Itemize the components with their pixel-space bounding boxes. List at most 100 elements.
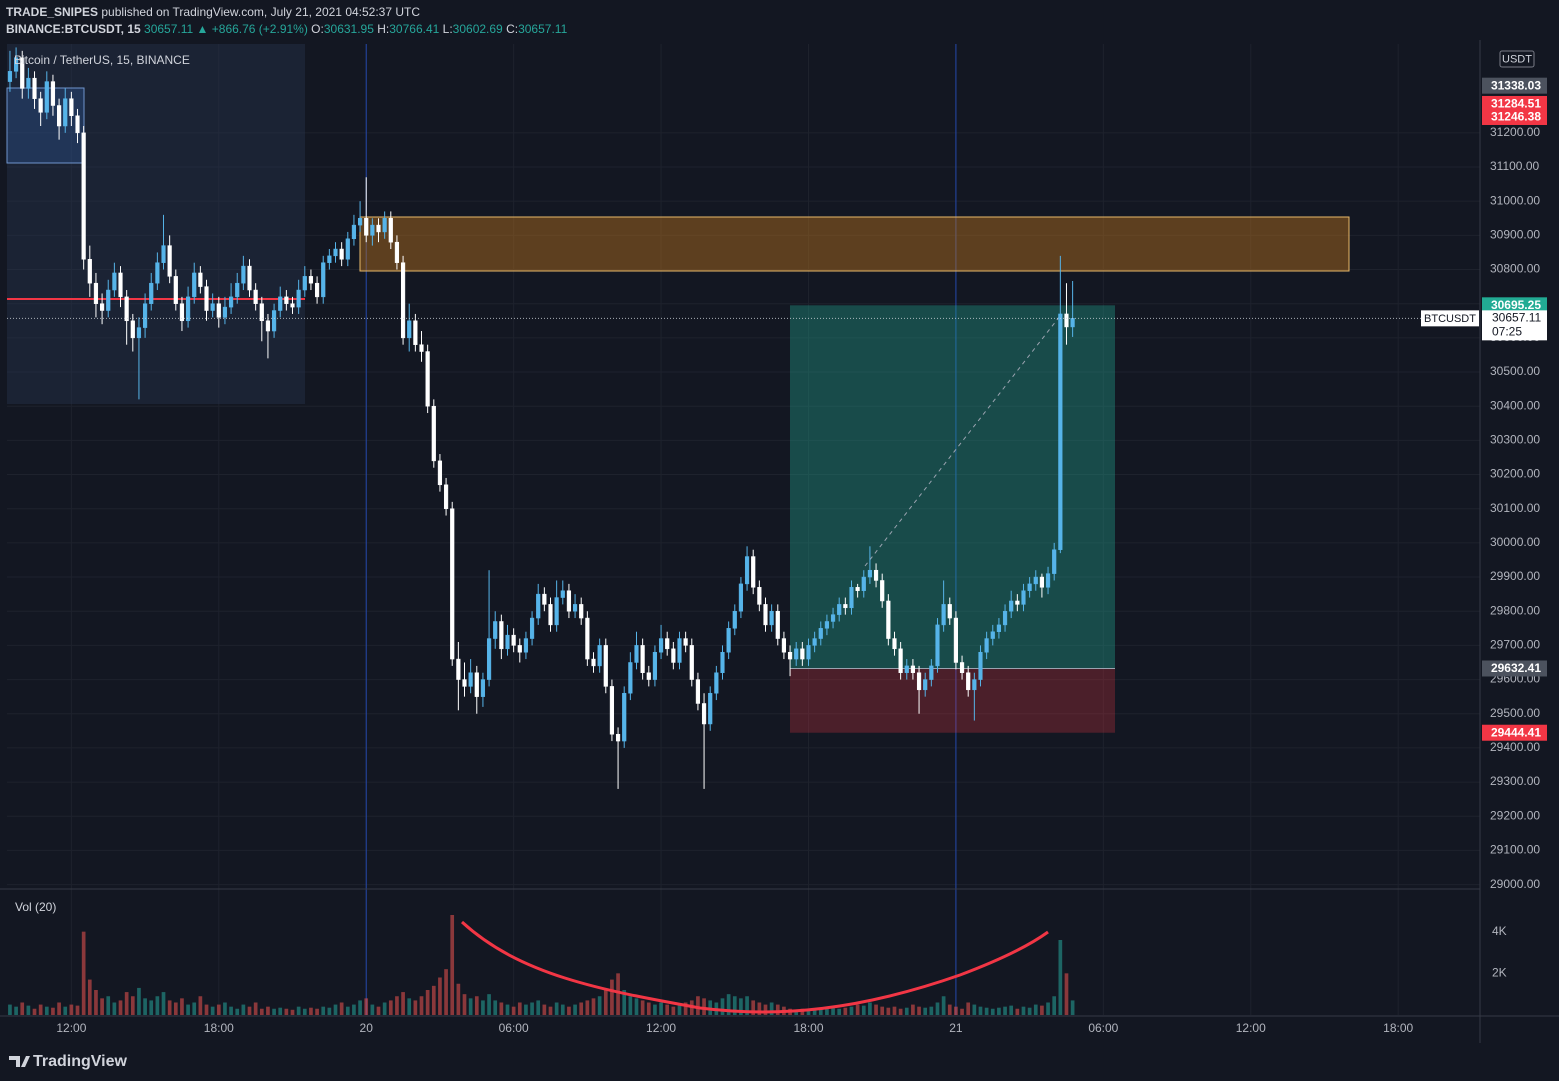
position-stop (790, 668, 1115, 733)
candle-body (886, 600, 891, 639)
candle-body (837, 604, 842, 615)
candle-body (978, 651, 983, 680)
candle-body (499, 621, 504, 650)
y-tick-label: 29900.00 (1490, 569, 1540, 583)
volume-tick-label: 4K (1492, 924, 1507, 938)
candle-body (536, 593, 541, 619)
volume-bar (112, 1002, 117, 1015)
volume-bar (923, 1007, 928, 1015)
volume-bar (671, 1006, 676, 1015)
y-tick-label: 29500.00 (1490, 706, 1540, 720)
y-tick-label: 30200.00 (1490, 467, 1540, 481)
volume (8, 915, 1075, 1015)
volume-bar (960, 1008, 964, 1015)
candle-body (972, 679, 977, 691)
volume-bar (868, 1002, 872, 1015)
price-label: 31284.51 (1491, 97, 1541, 111)
candle-body (456, 658, 461, 680)
candle-body (873, 569, 879, 581)
volume-bar (468, 998, 473, 1015)
candle-body (13, 57, 19, 72)
volume-bar (880, 1006, 885, 1015)
candle-body (941, 604, 946, 626)
candle-body (763, 604, 768, 626)
candle-body (652, 651, 658, 680)
volume-bar (266, 1006, 270, 1015)
volume-bar (413, 1000, 418, 1015)
candles (7, 47, 1075, 789)
candle-body (259, 303, 264, 322)
ticker-box (1421, 310, 1479, 327)
candle-body (179, 303, 185, 322)
volume-bar (597, 996, 602, 1015)
y-tick-label: 29400.00 (1490, 740, 1540, 754)
volume-bar (769, 1002, 774, 1015)
volume-bar (474, 996, 479, 1015)
volume-bar (530, 1002, 534, 1015)
volume-bar (155, 996, 160, 1015)
volume-bar (591, 998, 596, 1015)
volume-bar (825, 1007, 829, 1015)
y-tick-label: 29100.00 (1490, 843, 1540, 857)
volume-bar (763, 1004, 768, 1015)
target-label: 30695.25 (1491, 298, 1541, 312)
candle-body (953, 617, 959, 663)
candle-body (321, 262, 326, 298)
volume-bar (775, 1004, 780, 1015)
y-tick-label: 29800.00 (1490, 603, 1540, 617)
axes: 29000.00 29100.00 29200.00 29300.00 29400.00… (7, 77, 1547, 1035)
volume-bar (94, 990, 98, 1015)
candle-body (959, 662, 965, 673)
chart-background (0, 40, 1559, 1043)
x-tick-label: 18:00 (793, 1021, 823, 1035)
x-tick-label: 06:00 (499, 1021, 529, 1035)
volume-bar (622, 990, 627, 1015)
candle-body (1039, 576, 1045, 588)
candle-body (364, 218, 369, 236)
candle-body (904, 665, 909, 673)
last-price: 30657.11 (144, 22, 194, 36)
candle-body (357, 218, 363, 226)
candle-body (142, 303, 148, 328)
candle-body (824, 621, 830, 629)
candle-body (855, 587, 860, 591)
candle-body (880, 580, 885, 602)
candle-body (462, 679, 467, 687)
current-price-box (1482, 310, 1547, 341)
candle-body (966, 672, 971, 691)
volume-bar (554, 1002, 559, 1015)
high-label: H: (377, 22, 390, 36)
volume-bar (904, 1007, 909, 1015)
candle-body (290, 303, 295, 308)
volume-bar (966, 1002, 971, 1015)
volume-bar (1027, 1007, 1032, 1015)
published: published on TradingView.com, July 21, 2… (101, 5, 421, 19)
candle-body (161, 245, 166, 263)
volume-bar (382, 1002, 387, 1015)
candle-body (198, 272, 203, 287)
candle-body (1002, 610, 1008, 626)
volume-bar (579, 1002, 584, 1015)
candle-body (382, 218, 387, 233)
x-tick-label: 12:00 (646, 1021, 676, 1035)
candle-body (585, 617, 590, 660)
candle-body (634, 645, 639, 663)
volume-bar (861, 1005, 866, 1015)
candle-body (523, 638, 529, 653)
volume-bar (831, 1006, 835, 1015)
candle-body (603, 645, 608, 687)
candle-body (400, 262, 406, 339)
volume-bar (223, 1002, 227, 1015)
drawings (790, 305, 1115, 733)
candle-body (548, 604, 553, 626)
volume-bar (290, 1009, 295, 1015)
volume-bar (481, 1000, 485, 1015)
countdown: 07:25 (1492, 325, 1522, 339)
entry-label-box (1482, 660, 1547, 677)
volume-bar (536, 1000, 541, 1015)
candle-body (1027, 583, 1032, 591)
volume-bar (444, 969, 448, 1015)
volume-bar (345, 1006, 350, 1015)
volume-bar (653, 1004, 657, 1015)
volume-bar (69, 1004, 74, 1015)
